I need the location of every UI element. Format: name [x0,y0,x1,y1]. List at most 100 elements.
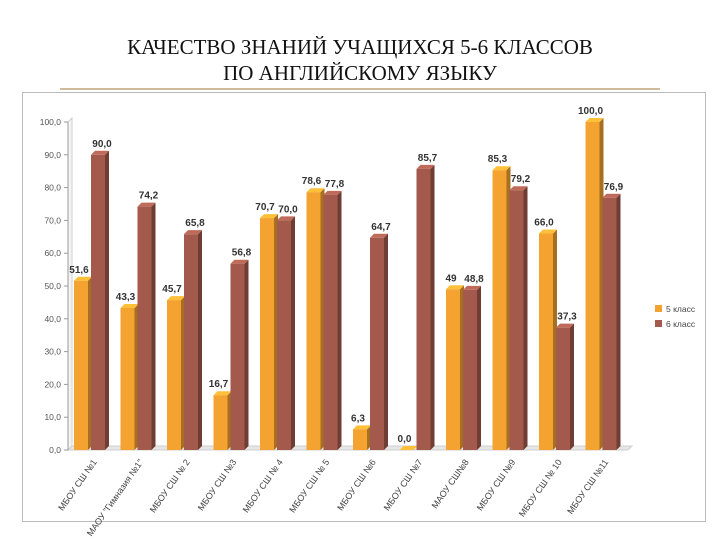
bar-top [446,285,464,290]
y-tick-label: 10,0 [44,412,61,422]
data-label: 70,0 [278,204,298,215]
y-tick-label: 70,0 [44,215,61,225]
bar-top [137,202,156,207]
data-label: 79,2 [511,174,531,185]
y-tick-label: 60,0 [44,248,61,258]
x-tick-label: МАОУ СШ№8 [430,457,471,510]
legend-label: 6 класс [666,319,696,329]
bar [509,190,524,450]
y-tick-label: 100,0 [40,117,62,127]
data-label: 76,9 [604,182,624,193]
data-label: 48,8 [464,274,484,285]
bar [260,218,274,450]
bar [167,300,181,450]
bar [446,289,460,450]
data-label: 77,8 [325,179,345,190]
bar [120,307,135,450]
bar [230,263,245,450]
bar-top [74,276,92,281]
data-label: 6,3 [351,413,365,424]
data-label: 70,7 [255,202,275,213]
bar-side [477,285,481,450]
bar [602,197,617,450]
bar-side [337,190,342,451]
y-tick-label: 80,0 [44,183,61,193]
bar [353,429,367,450]
bar [213,395,228,450]
bar [323,194,338,450]
bar-top [556,323,574,328]
data-label: 56,8 [232,248,252,259]
bar-top [213,391,232,396]
bar [585,122,600,450]
bar-side [244,259,249,450]
y-tick-label: 90,0 [44,150,61,160]
data-label: 0,0 [398,434,412,445]
data-label: 78,6 [302,176,322,187]
data-label: 100,0 [578,106,603,117]
side-wall [67,116,73,452]
bar-top [463,285,481,290]
data-label: 90,0 [92,139,112,150]
data-label: 43,3 [116,292,136,303]
bar [556,327,570,450]
bar [91,154,105,451]
bar-top [602,193,621,198]
data-label: 74,2 [139,191,159,202]
bar-top [120,303,139,308]
chart-title-line-2: ПО АНГЛИЙСКОМУ ЯЗЫКУ [223,61,497,85]
bar [277,220,291,450]
x-tick-label: МБОУ СШ № 4 [241,457,285,514]
data-label: 45,7 [162,284,182,295]
y-tick-label: 50,0 [44,281,61,291]
bar-side [384,233,388,450]
bar [492,170,507,450]
x-tick-label: МБОУ СШ №1 [56,457,99,512]
bar-top [91,150,109,155]
data-label: 49 [445,273,457,284]
bar-top [230,259,249,264]
bar-side [523,186,528,450]
chart-title-line-1: КАЧЕСТВО ЗНАНИЙ УЧАЩИХСЯ 5-6 КЛАССОВ [127,35,593,59]
x-tick-label: МБОУ СШ № 10 [517,457,564,518]
legend-label: 5 класс [666,304,696,314]
bar-top [370,233,388,238]
data-label: 66,0 [534,218,554,229]
bar [463,289,477,450]
bar-top [323,190,342,195]
bar-top [492,166,511,171]
x-tick-label: МБОУ СШ №7 [382,457,425,512]
bar-top [167,296,185,301]
y-tick-label: 0,0 [49,445,61,455]
x-tick-label: МБОУ СШ №3 [196,457,239,512]
x-tick-label: МБОУ СШ №11 [565,457,610,516]
bar-top [509,186,528,191]
bar-side [616,193,621,450]
bar-side [430,164,435,451]
bar [74,280,88,450]
y-tick-label: 40,0 [44,314,61,324]
bar [184,234,198,450]
x-tick-label: МБОУ СШ №9 [475,457,518,512]
bar-top [585,118,604,122]
bar-side [105,150,109,451]
bar-top [353,425,371,430]
bar [370,237,384,450]
data-label: 65,8 [185,218,205,229]
bar [539,233,553,450]
data-label: 37,3 [557,312,577,323]
bar [416,168,431,451]
bar-top [399,446,418,450]
data-label: 85,7 [418,153,438,164]
y-tick-label: 20,0 [44,379,61,389]
bar [306,192,321,450]
bar [137,206,152,450]
title-underline [60,88,660,90]
bar-top [277,216,295,221]
data-label: 64,7 [371,222,391,233]
bar-top [260,214,278,219]
bar-top [184,230,202,235]
bar-top [306,188,325,193]
bar-side [291,216,295,450]
bar-side [151,202,156,450]
